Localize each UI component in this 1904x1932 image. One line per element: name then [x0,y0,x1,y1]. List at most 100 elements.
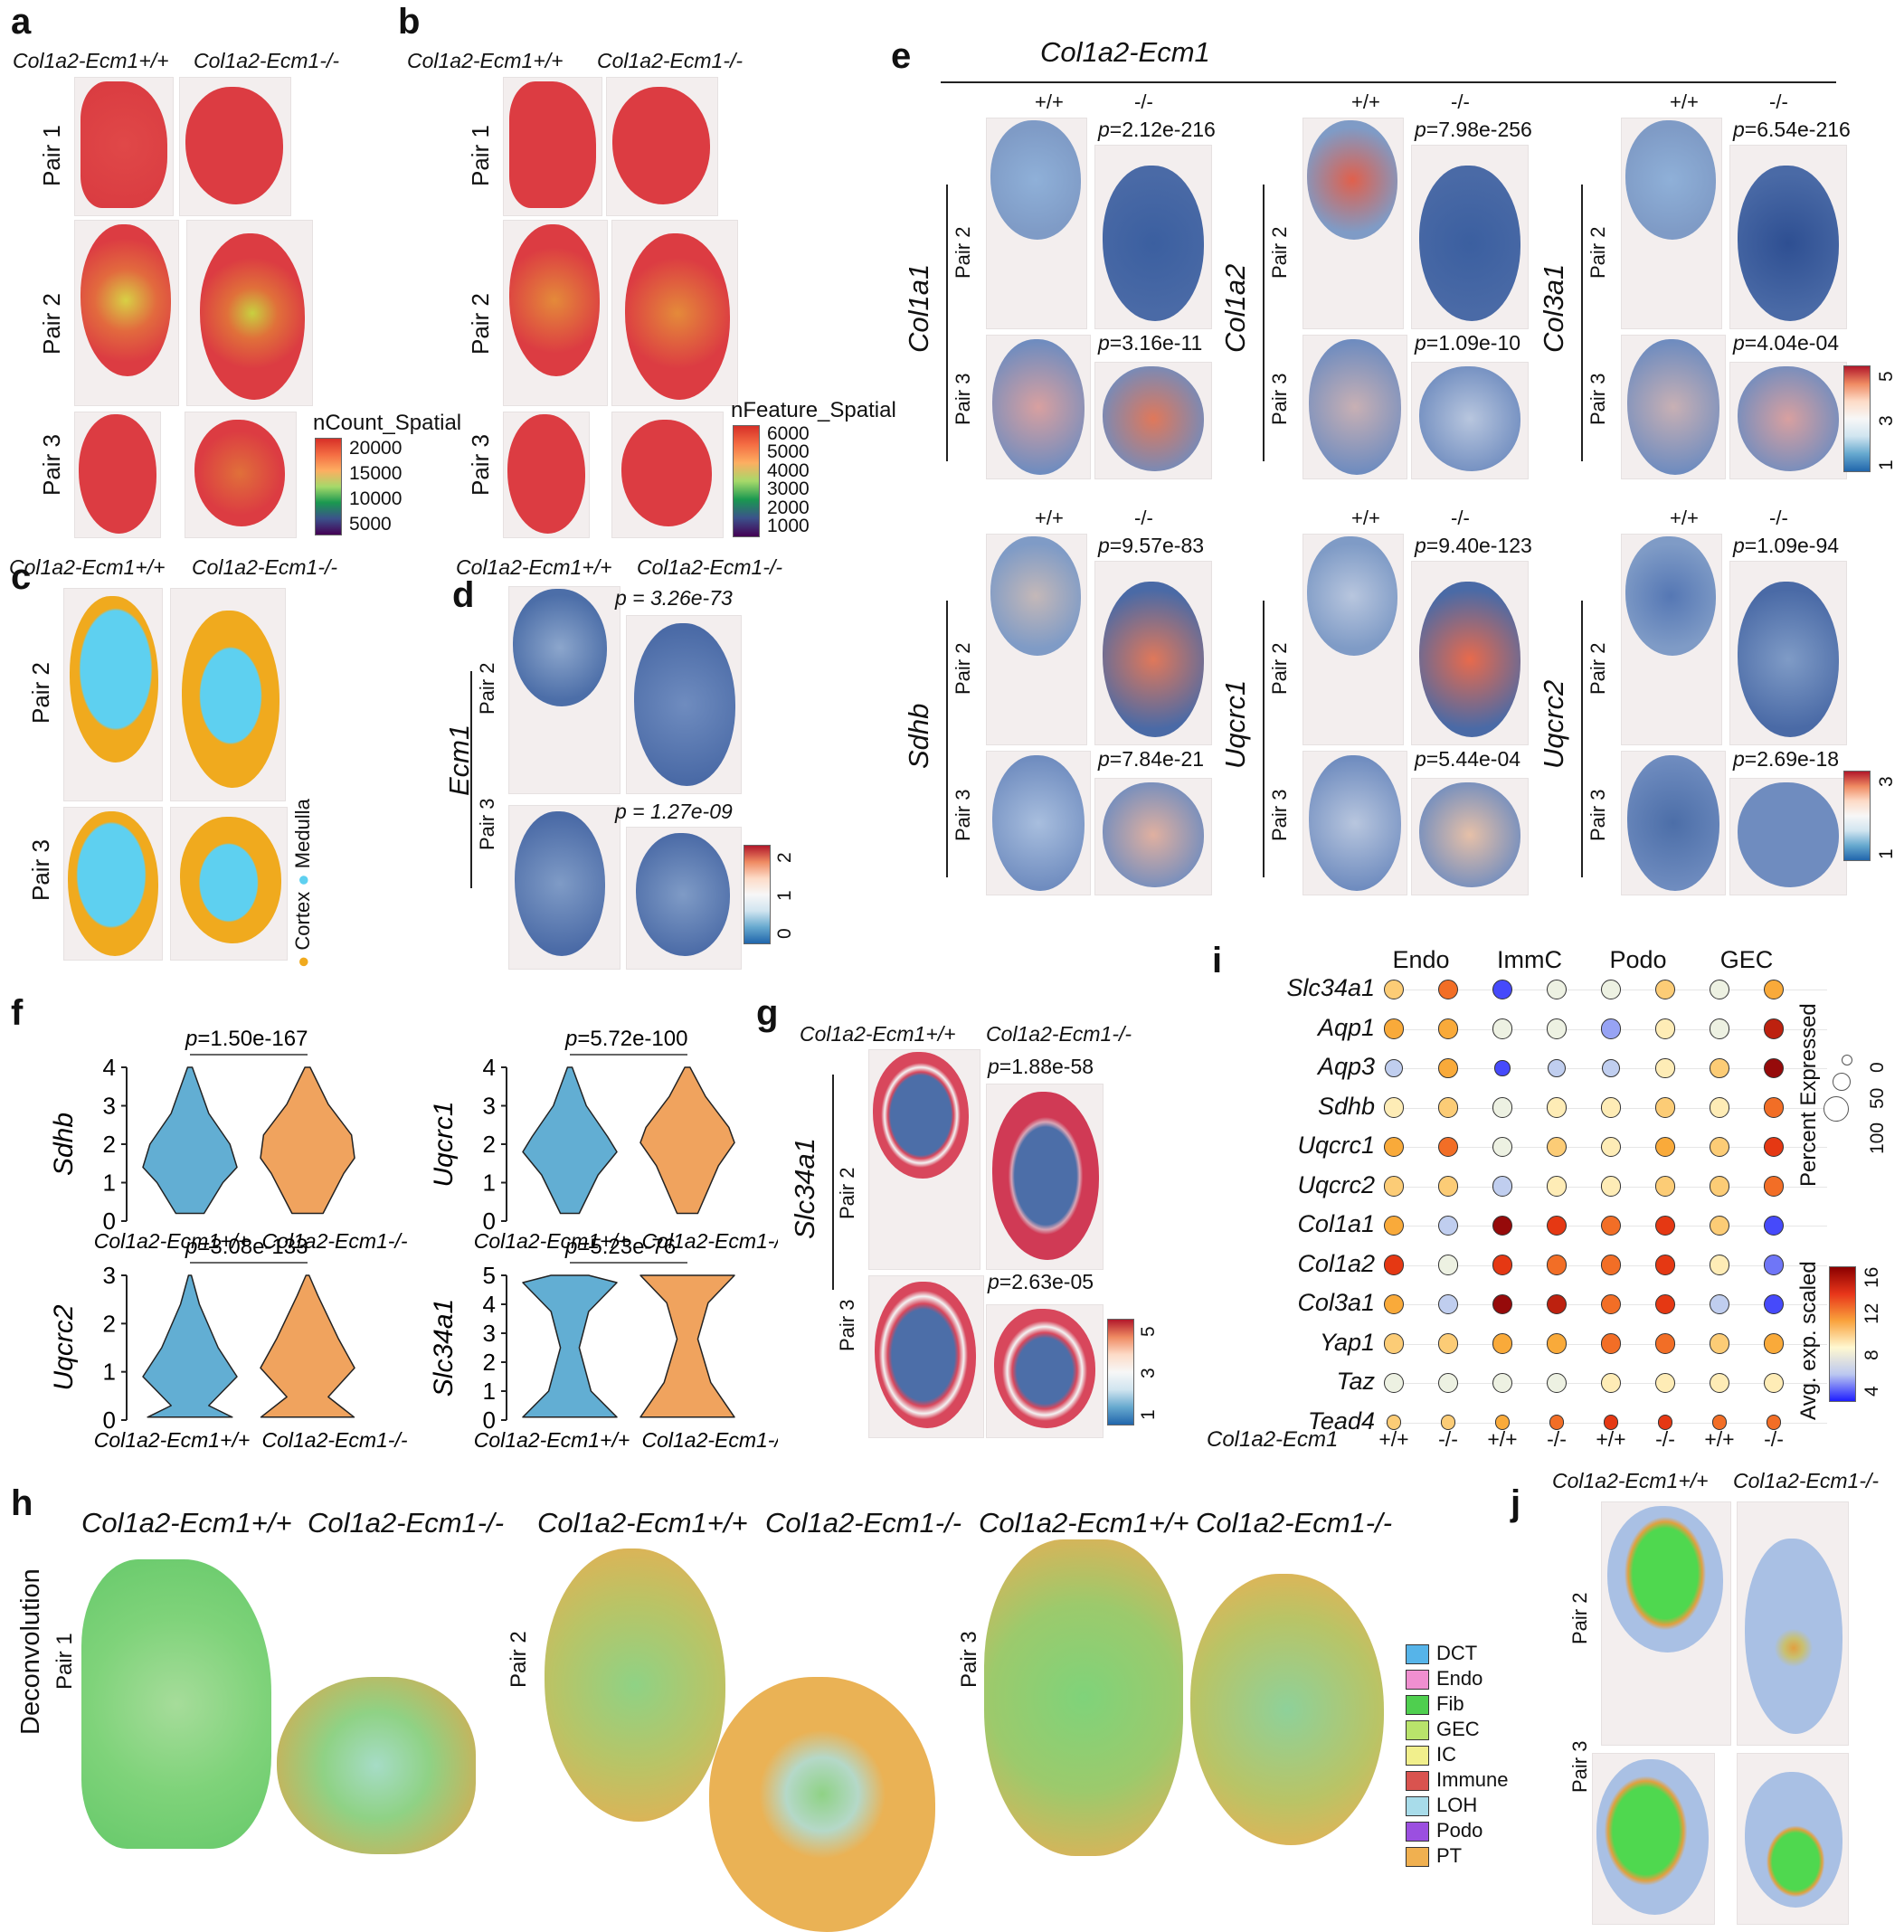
legend-marker: ● [291,955,314,968]
y-tick-label: 2 [483,1131,496,1158]
p-value: =5.44e-04 [1426,747,1521,771]
p-letter: p [564,1027,577,1051]
expression-spot-map [1307,536,1397,656]
colorbar-tick: 1 [1876,459,1897,470]
expression-dot [1763,1136,1785,1158]
deconvolution-spot-map [1190,1574,1384,1845]
colorbar-tick: 5 [1876,371,1897,382]
row-label-pair2: Pair 2 [952,226,974,279]
y-axis-label: Slc34a1 [429,1299,459,1397]
row-label-pair2: Pair 2 [476,662,498,715]
expression-colorbar [1829,1266,1856,1402]
p-letter: p [1415,534,1426,557]
expression-spot-map [1309,755,1401,891]
gene-label: Taz [1336,1368,1375,1395]
x-label-wt: Col1a2-Ecm1+/+ [474,1229,630,1253]
expression-spot-map [1309,339,1401,475]
p-letter: p [988,1270,999,1293]
expression-dot [1492,1372,1513,1394]
p-value: =1.09e-94 [1744,534,1840,557]
p-letter: p [1098,118,1110,141]
genotype-label-ko: -/- [1134,90,1153,113]
colorbar [1843,771,1871,861]
expression-dot [1386,1415,1402,1430]
genotype-label-ko: -/- [1134,507,1153,529]
gene-label: Col3a1 [1297,1289,1375,1316]
gene-label: Uqcrc1 [1297,1132,1375,1159]
tissue-tile [63,807,163,961]
colorbar-tick: 15000 [349,463,403,484]
expression-dot [1494,1415,1511,1430]
legend-swatch [1406,1746,1429,1766]
colorbar-tick: 3 [1138,1368,1159,1378]
genotype-label-wt: +/+ [1351,507,1380,529]
p-letter: p [1733,747,1745,771]
expression-dot [1383,979,1405,1000]
x-tick-label: -/- [1655,1427,1675,1451]
tissue-tile [185,412,297,538]
genotype-label-wt: Col1a2-Ecm1+/+ [800,1022,956,1046]
colorbar [315,438,342,535]
expression-dot [1709,1215,1730,1236]
p-value-pair2: p=1.88e-58 [988,1055,1094,1079]
expression-dot [1546,1372,1568,1394]
expression-spot-map [1625,120,1716,240]
expression-dot [1600,1255,1622,1275]
tissue-tile [74,220,179,406]
expression-legend-tick: 12 [1861,1302,1882,1324]
expression-spot-map [1419,582,1520,737]
expression-dot [1546,979,1568,1000]
y-tick-label: 5 [483,1262,496,1289]
violin-wt [142,1066,238,1215]
p-value: =1.88e-58 [999,1055,1094,1078]
genotype-label-ko: Col1a2-Ecm1-/- [192,555,338,579]
panel-label-b: b [398,2,421,42]
expression-dot [1546,1097,1568,1118]
p-letter: p [1415,331,1426,355]
expression-dot [1654,1097,1676,1118]
expression-dot [1600,1215,1622,1236]
tissue-tile [1302,751,1407,895]
expression-dot [1492,1333,1513,1354]
x-tick-label: +/+ [1596,1427,1626,1451]
genotype-label-wt: +/+ [1035,507,1064,529]
legend-label: Immune [1436,1768,1509,1791]
row-label-pair2: Pair 2 [38,293,65,355]
genotype-label-ko: -/- [1451,90,1470,113]
expression-dot [1657,1415,1673,1430]
p-value: =7.98e-256 [1426,118,1532,141]
deconvolution-spot-map [984,1539,1183,1856]
genotype-label-wt: Col1a2-Ecm1+/+ [979,1507,1189,1539]
colorbar-title: nFeature_Spatial [731,398,896,422]
p-value: =3.16e-11 [1109,331,1203,355]
p-letter: p [1098,331,1110,355]
tissue-tile [74,412,161,538]
expression-spot-map [1419,782,1520,887]
expression-spot-map [1307,120,1397,240]
colorbar-tick: 2 [774,852,795,863]
expression-dot [1709,1372,1730,1394]
expression-dot [1383,1372,1405,1394]
expression-dot [1492,1255,1513,1275]
p-letter: p [1098,534,1110,557]
expression-dot [1546,1333,1568,1354]
p-value-pair2: p=2.12e-216 [1098,118,1216,142]
y-tick-label: 2 [103,1310,116,1337]
row-label-pair2: Pair 2 [467,293,494,355]
expression-dot [1492,979,1513,1000]
x-label-ko: Col1a2-Ecm1-/- [641,1428,778,1452]
bracket-line [1581,601,1583,877]
p-value-pair3: p=2.63e-05 [988,1270,1094,1294]
p-value-text: =3.08e-133 [197,1235,308,1259]
y-tick-label: 1 [483,1170,496,1197]
expression-dot [1763,1372,1785,1394]
expression-dot [1654,1333,1676,1354]
row-label-pair3: Pair 3 [1268,789,1291,841]
genotype-label-ko: Col1a2-Ecm1-/- [1196,1507,1393,1539]
percent-legend-dot [1833,1073,1851,1091]
tissue-tile [170,588,286,801]
expression-dot [1709,1333,1730,1354]
row-label-pair2: Pair 2 [1268,226,1291,279]
gene-label: Sdhb [1317,1092,1375,1120]
bracket-line [1263,601,1265,877]
